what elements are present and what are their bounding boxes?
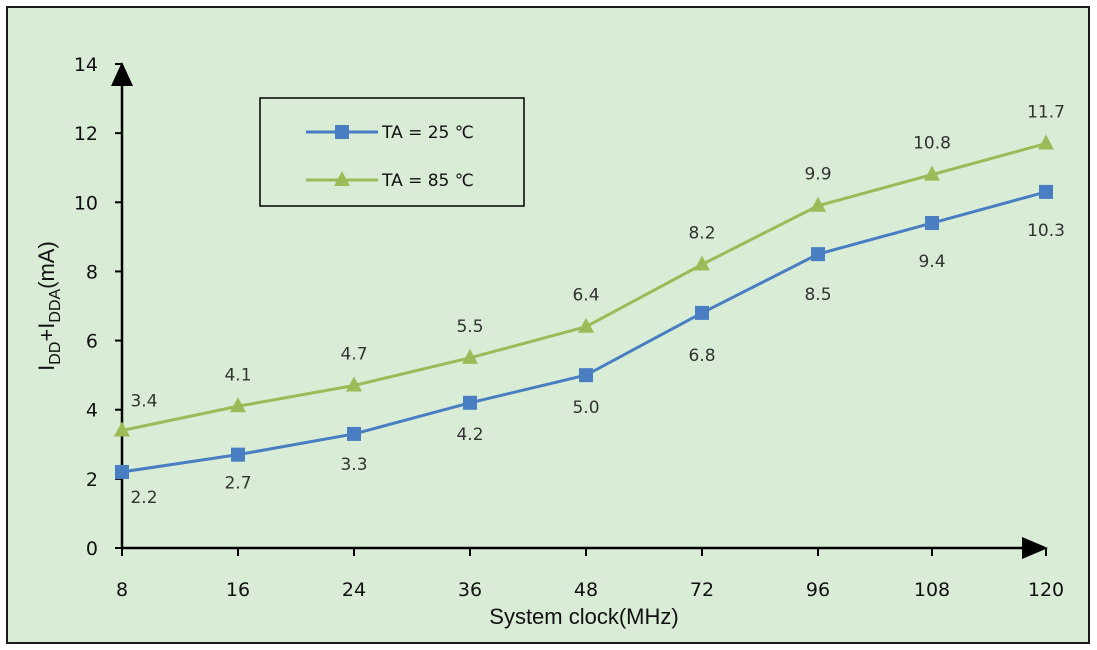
data-point-square [347, 426, 361, 441]
data-label: 3.4 [130, 391, 157, 411]
data-point-triangle [230, 397, 246, 413]
data-label: 10.8 [913, 134, 951, 154]
data-label: 9.4 [918, 252, 945, 272]
y-tick-label: 10 [74, 192, 98, 214]
data-label: 10.3 [1027, 221, 1065, 241]
data-point-triangle [346, 376, 362, 392]
x-axis-arrow-icon [1022, 537, 1048, 559]
y-tick-label: 6 [86, 331, 98, 353]
data-label: 5.0 [572, 398, 599, 418]
data-point-square [463, 395, 477, 410]
data-point-square [1039, 184, 1053, 199]
legend-label: TA = 25 ℃ [381, 123, 474, 143]
y-axis-title-part: I [34, 365, 59, 371]
data-label: 2.7 [224, 474, 251, 494]
data-label: 6.4 [572, 286, 599, 306]
legend-marker-triangle-icon [334, 171, 350, 186]
data-label: 11.7 [1027, 103, 1065, 123]
legend-marker-square-icon [335, 125, 349, 139]
data-label: 4.7 [340, 345, 367, 365]
x-tick-label: 72 [690, 579, 714, 601]
y-tick-label: 12 [74, 123, 98, 145]
legend-label: TA = 85 ℃ [381, 171, 474, 191]
y-axis-title-part: +I [34, 323, 59, 342]
chart-frame: 0 2 4 6 8 10 12 14 8 16 24 36 48 72 96 108 120 System clo… [6, 6, 1090, 644]
legend-box [259, 97, 525, 207]
data-point-square [115, 464, 129, 479]
data-label: 4.1 [224, 365, 251, 385]
data-point-triangle [1038, 134, 1054, 150]
data-point-triangle [694, 255, 710, 271]
data-point-square [925, 216, 939, 231]
data-point-triangle [578, 317, 594, 333]
y-tick-label: 2 [86, 469, 98, 491]
data-point-triangle [462, 348, 478, 364]
data-label: 8.5 [804, 285, 831, 305]
data-point-square [695, 305, 709, 320]
x-tick-label: 36 [458, 579, 482, 601]
x-tick-label: 108 [914, 579, 950, 601]
y-axis-arrow-icon [111, 62, 133, 86]
data-label: 5.5 [456, 317, 483, 337]
data-label: 8.2 [688, 224, 715, 244]
x-tick-label: 8 [116, 579, 128, 601]
data-point-triangle [810, 196, 826, 212]
y-tick-label: 4 [86, 400, 98, 422]
y-tick-label: 8 [86, 261, 98, 283]
y-axis-title-subscript: DDA [47, 289, 64, 323]
y-tick-label: 14 [74, 54, 98, 76]
y-tick-label: 0 [86, 538, 98, 560]
data-label: 6.8 [688, 346, 715, 366]
data-label: 4.2 [456, 425, 483, 445]
data-point-triangle [924, 165, 940, 181]
data-label: 3.3 [340, 455, 367, 475]
x-axis-title: System clock(MHz) [489, 604, 678, 629]
y-axis-title-part: (mA) [34, 241, 59, 289]
x-tick-label: 24 [342, 579, 366, 601]
data-label: 2.2 [130, 488, 157, 508]
data-point-triangle [114, 421, 130, 437]
y-axis-title-subscript: DD [47, 342, 64, 365]
data-label: 9.9 [804, 165, 831, 185]
data-point-square [231, 447, 245, 462]
x-tick-label: 48 [574, 579, 598, 601]
data-point-square [811, 247, 825, 262]
x-tick-label: 16 [226, 579, 250, 601]
x-tick-label: 96 [806, 579, 830, 601]
y-axis-title: IDD+IDDA(mA) [34, 241, 64, 371]
x-tick-label: 120 [1028, 579, 1064, 601]
data-point-square [579, 368, 593, 383]
